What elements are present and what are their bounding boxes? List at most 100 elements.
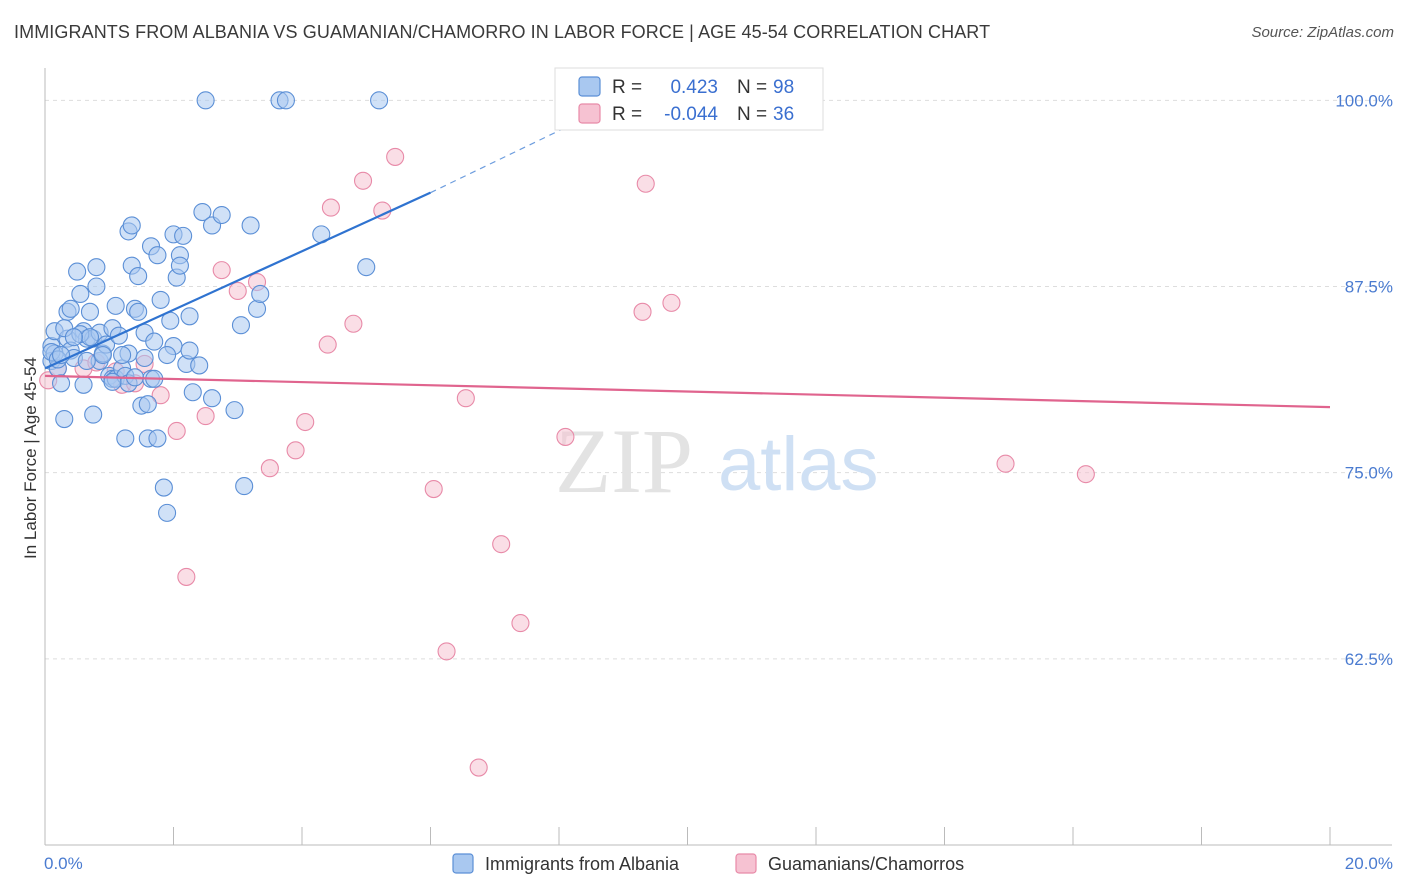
pink-point-20 [344, 314, 363, 333]
legend-r-label-1: R = [612, 77, 642, 98]
chart-title: IMMIGRANTS FROM ALBANIA VS GUAMANIAN/CHA… [14, 22, 991, 42]
blue-point-87 [93, 345, 112, 365]
blue-point-29 [106, 296, 125, 315]
chart-source: Source: ZipAtlas.com [1251, 24, 1394, 41]
bottom-legend-label-blue: Immigrants from Albania [485, 854, 680, 874]
pink-point-27 [469, 758, 488, 777]
pink-point-10 [177, 567, 196, 586]
pink-point-21 [353, 171, 373, 190]
blue-point-12 [68, 262, 87, 281]
pink-point-24 [424, 480, 443, 499]
pink-point-19 [321, 198, 340, 217]
bottom-legend-label-pink: Guamanians/Chamorros [768, 854, 964, 874]
blue-point-93 [158, 345, 177, 365]
blue-point-62 [170, 256, 189, 275]
blue-point-96 [77, 351, 96, 371]
blue-point-34 [116, 429, 135, 448]
y-tick-label-2: 87.5% [1345, 278, 1393, 297]
pink-point-8 [151, 386, 170, 405]
blue-point-17 [80, 302, 100, 321]
blue-point-56 [158, 503, 177, 522]
gridlines [45, 99, 1390, 660]
blue-point-79 [251, 284, 270, 304]
blue-point-13 [71, 284, 90, 304]
pink-point-34 [996, 454, 1015, 473]
blue-point-9 [61, 299, 80, 318]
pink-point-32 [636, 174, 655, 193]
pink-point-18 [318, 335, 337, 354]
pink-trend-line [44, 374, 1331, 409]
blue-point-69 [193, 202, 212, 222]
stats-legend: R = 0.423 N = 98 R = -0.044 N = 36 [554, 67, 824, 131]
bottom-legend-swatch-pink [735, 853, 757, 874]
blue-point-91 [80, 328, 100, 347]
blue-point-19 [84, 405, 103, 424]
blue-point-21 [87, 277, 106, 296]
x-tick-label-min: 0.0% [44, 854, 83, 873]
legend-r-value-2: -0.044 [664, 104, 718, 125]
pink-point-35 [1076, 465, 1095, 484]
y-axis-title: In Labor Force | Age 45-54 [21, 357, 40, 559]
y-tick-labels: 62.5% 75.0% 87.5% 100.0% [1335, 91, 1393, 668]
y-tick-label-1: 75.0% [1345, 464, 1393, 483]
blue-point-20 [87, 258, 106, 277]
x-tick-labels: 0.0% 20.0% [44, 854, 1393, 873]
y-tick-label-0: 62.5% [1345, 650, 1393, 669]
watermark-atlas: atlas [718, 422, 879, 507]
watermark-zip: ZIP [555, 410, 693, 512]
watermark: ZIP atlas [555, 410, 879, 512]
blue-point-95 [64, 328, 83, 347]
blue-point-68 [190, 356, 209, 375]
blue-point-83 [357, 258, 376, 277]
legend-n-value-1: 98 [773, 77, 794, 98]
blue-point-65 [180, 307, 199, 326]
blue-point-46 [138, 395, 157, 414]
blue-point-55 [154, 478, 173, 497]
blue-point-41 [129, 267, 148, 286]
y-tick-label-3: 100.0% [1335, 91, 1393, 110]
legend-r-value-1: 0.423 [670, 77, 718, 98]
blue-point-78 [247, 299, 267, 318]
pink-point-15 [260, 459, 279, 478]
blue-point-81 [276, 91, 295, 110]
pink-point-11 [196, 407, 215, 426]
legend-r-label-2: R = [612, 104, 642, 125]
bottom-legend-swatch-blue [452, 853, 474, 874]
blue-point-72 [203, 389, 222, 408]
pink-point-25 [437, 642, 456, 661]
blue-point-5 [52, 374, 71, 393]
blue-point-50 [145, 332, 164, 351]
pink-point-33 [662, 293, 681, 312]
legend-n-label-2: N = [737, 104, 767, 125]
blue-point-63 [174, 226, 193, 245]
legend-swatch-pink [578, 103, 601, 124]
pink-point-31 [633, 302, 652, 321]
blue-trend-line [44, 191, 431, 370]
blue-point-77 [241, 216, 260, 235]
pink-point-28 [492, 535, 511, 554]
trend-lines [44, 114, 1331, 409]
blue-point-15 [74, 375, 93, 394]
x-tick-label-max: 20.0% [1345, 854, 1393, 873]
blue-point-89 [113, 345, 132, 365]
pink-point-16 [286, 441, 305, 460]
blue-point-75 [231, 316, 251, 335]
blue-point-52 [148, 429, 167, 448]
blue-point-38 [122, 216, 141, 235]
blue-point-84 [370, 91, 389, 110]
bottom-legend: Immigrants from Albania Guamanians/Chamo… [452, 853, 964, 874]
blue-point-45 [135, 348, 154, 368]
pink-point-13 [228, 281, 247, 301]
pink-point-17 [296, 412, 315, 432]
blue-point-73 [212, 205, 231, 225]
axes [44, 68, 1392, 846]
blue-point-67 [183, 383, 202, 402]
blue-point-66 [180, 341, 199, 360]
blue-point-74 [225, 401, 244, 420]
blue-point-54 [151, 290, 170, 309]
pink-point-9 [167, 421, 186, 441]
blue-point-76 [235, 477, 254, 496]
pink-point-12 [212, 261, 231, 280]
legend-swatch-blue [578, 76, 601, 97]
